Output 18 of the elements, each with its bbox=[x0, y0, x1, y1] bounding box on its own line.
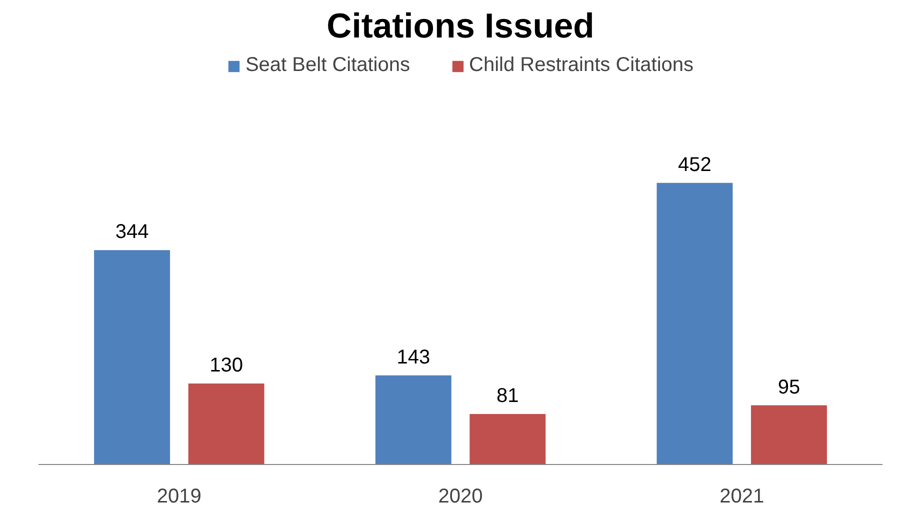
chart-title: Citations Issued bbox=[326, 8, 594, 46]
data-label: 143 bbox=[396, 346, 430, 368]
x-tick-label: 2021 bbox=[720, 486, 764, 508]
bar bbox=[375, 375, 452, 464]
data-label: 130 bbox=[210, 354, 243, 376]
bar bbox=[750, 405, 827, 464]
data-label: 452 bbox=[678, 154, 712, 176]
bar bbox=[94, 250, 170, 464]
bar bbox=[470, 414, 546, 464]
x-tick-label: 2020 bbox=[438, 486, 483, 508]
bar bbox=[656, 182, 733, 464]
x-tick-label: 2019 bbox=[156, 486, 202, 508]
legend-label: Seat Belt Citations bbox=[245, 54, 410, 77]
legend-label: Child Restraints Citations bbox=[469, 54, 694, 77]
data-label: 95 bbox=[778, 376, 800, 398]
bar bbox=[188, 384, 264, 464]
data-label: 81 bbox=[496, 385, 519, 408]
data-label: 344 bbox=[115, 221, 149, 244]
